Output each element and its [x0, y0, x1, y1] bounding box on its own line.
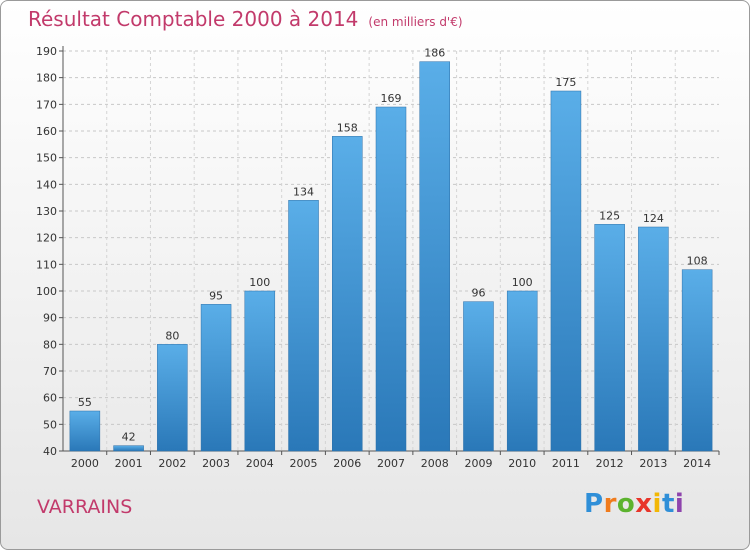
bar [463, 301, 494, 452]
data-label: 96 [471, 287, 485, 300]
data-label: 42 [122, 431, 136, 444]
x-tick-label: 2007 [377, 457, 405, 470]
x-tick-label: 2012 [596, 457, 624, 470]
bar [288, 200, 319, 452]
y-tick-label: 140 [36, 178, 57, 191]
data-label: 100 [249, 276, 270, 289]
data-label: 125 [599, 209, 620, 222]
x-tick-label: 2014 [683, 457, 711, 470]
y-tick-label: 130 [36, 205, 57, 218]
x-tick-label: 2003 [202, 457, 230, 470]
data-label: 158 [337, 121, 358, 134]
data-label: 95 [209, 289, 223, 302]
data-label: 134 [293, 185, 314, 198]
bar [200, 304, 232, 452]
y-tick-label: 100 [36, 285, 57, 298]
bar [69, 410, 101, 452]
data-labels: 55 42 80 95 100 134 158 169 186 96 100 175 125 124 108 [78, 47, 708, 444]
chart-subtitle: (en milliers d'€) [368, 15, 463, 29]
logo-letter: r [603, 489, 617, 519]
y-tick-label: 170 [36, 98, 57, 111]
y-tick-label: 80 [43, 338, 57, 351]
bar [506, 290, 538, 452]
bar [113, 445, 144, 452]
x-tick-label: 2000 [71, 457, 99, 470]
logo-letter: t [661, 489, 675, 519]
y-tick-label: 40 [43, 445, 57, 458]
y-tick-label: 120 [36, 232, 57, 245]
bar [681, 269, 713, 452]
bar [244, 290, 276, 452]
bar [594, 224, 625, 452]
data-label: 169 [381, 92, 402, 105]
logo-letter: i [674, 489, 685, 519]
x-tick-label: 2002 [158, 457, 186, 470]
data-label: 175 [555, 76, 576, 89]
data-label: 55 [78, 396, 92, 409]
data-label: 80 [165, 329, 179, 342]
x-tick-label: 2006 [333, 457, 361, 470]
bar [157, 344, 188, 452]
x-tick-label: 2004 [246, 457, 274, 470]
title-text: Résultat Comptable 2000 à 2014 [28, 7, 359, 31]
logo-letter: x [635, 489, 653, 519]
data-label: 100 [512, 276, 533, 289]
place-name: VARRAINS [37, 496, 133, 518]
x-tick-label: 2010 [508, 457, 536, 470]
x-tick-label: 2009 [464, 457, 492, 470]
y-tick-label: 110 [36, 258, 57, 271]
y-tick-label: 160 [36, 125, 57, 138]
x-tick-label: 2008 [421, 457, 449, 470]
y-tick-label: 50 [43, 418, 57, 431]
x-tick-label: 2013 [639, 457, 667, 470]
logo-letter: P [584, 489, 604, 519]
logo-letter: o [616, 489, 636, 519]
chart-title: Résultat Comptable 2000 à 2014 (en millie… [28, 7, 463, 31]
y-tick-label: 90 [43, 312, 57, 325]
x-tick-label: 2011 [552, 457, 580, 470]
data-label: 108 [687, 255, 708, 268]
x-tick-label: 2001 [115, 457, 143, 470]
y-tick-label: 70 [43, 365, 57, 378]
bar [550, 90, 582, 452]
y-tick-label: 180 [36, 72, 57, 85]
logo-letter: i [652, 489, 662, 519]
x-tick-label: 2005 [290, 457, 318, 470]
bar [375, 106, 407, 452]
bar [419, 61, 450, 452]
y-tick-label: 190 [36, 45, 57, 58]
bar [332, 136, 363, 452]
data-label: 186 [424, 47, 445, 60]
bars [69, 61, 713, 452]
data-label: 124 [643, 212, 664, 225]
y-tick-label: 60 [43, 392, 57, 405]
y-tick-label: 150 [36, 152, 57, 165]
axes: 40 50 60 70 80 90 100 110 120 130 140 150 160 170 180 1… [36, 45, 720, 470]
proxiti-logo: Proxiti [584, 489, 684, 519]
bar [638, 226, 669, 452]
